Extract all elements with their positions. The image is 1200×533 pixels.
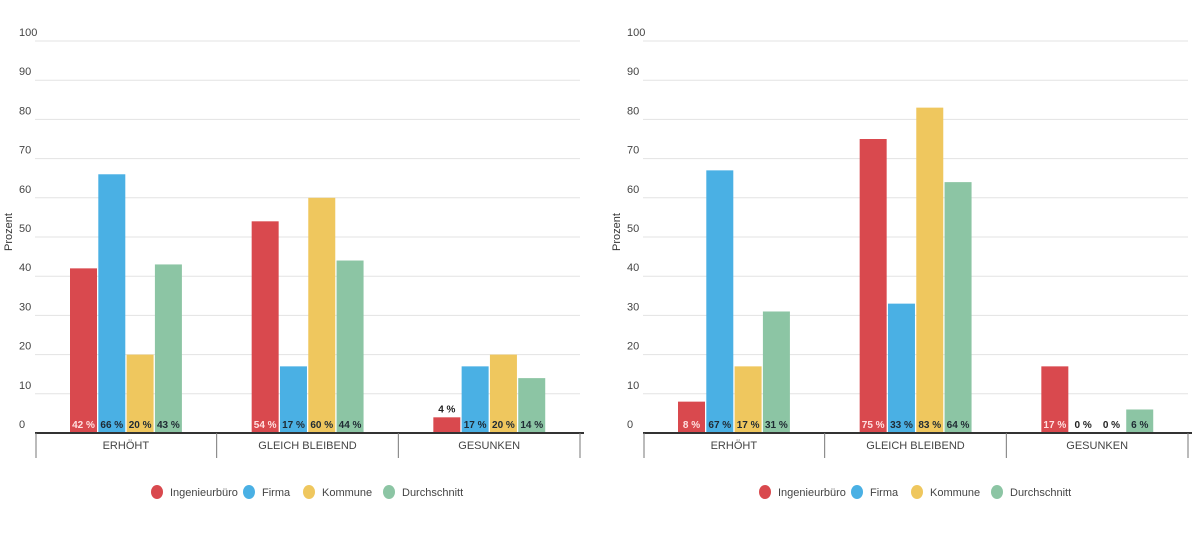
x-category-label: GESUNKEN [1066,440,1128,452]
data-label: 54 % [254,420,277,431]
legend: Ingenieurbüro Firma Kommune Durchschnitt [151,485,463,499]
bar [279,366,307,433]
data-label: 83 % [918,420,941,431]
bar [762,311,790,433]
y-tick-label: 10 [19,380,31,392]
bar [734,366,762,433]
y-tick-label: 80 [19,105,31,117]
legend-marker [243,485,255,499]
legend-marker [991,485,1003,499]
y-tick-label: 30 [19,301,31,313]
legend-label: Ingenieurbüro [778,487,846,499]
bar [678,401,705,433]
bar [308,197,336,433]
data-label: 6 % [1131,420,1148,431]
legend-marker [383,485,395,499]
data-label: 67 % [708,420,731,431]
chart-1: 0 10 20 30 40 50 60 70 80 90 100 Prozent 42 % 66 % 20 … [3,27,584,499]
legend-marker [851,485,863,499]
y-tick-label: 100 [19,27,37,39]
data-label: 8 % [683,420,700,431]
y-tick-label: 20 [627,341,639,353]
legend-marker [911,485,923,499]
data-label: 43 % [157,420,180,431]
data-label: 44 % [339,420,362,431]
y-axis-title: Prozent [611,213,623,251]
data-label: 75 % [862,420,885,431]
y-tick-label: 70 [19,145,31,157]
bar [887,303,915,433]
x-category-label: GLEICH BLEIBEND [258,440,356,452]
legend-label: Kommune [930,487,980,499]
bar [336,260,364,433]
bar [461,366,489,433]
bar [154,264,182,433]
bar [916,107,944,433]
legend-label: Firma [262,487,291,499]
bar [70,268,97,433]
legend-marker [151,485,163,499]
y-tick-label: 50 [19,223,31,235]
y-tick-label: 90 [627,66,639,78]
legend-label: Durchschnitt [1010,487,1071,499]
y-tick-label: 60 [627,184,639,196]
data-label: 17 % [737,420,760,431]
bar [126,354,154,433]
y-tick-label: 0 [19,419,25,431]
data-label: 42 % [72,420,95,431]
y-tick-label: 20 [19,341,31,353]
bar [518,378,546,433]
y-tick-label: 0 [627,419,633,431]
y-tick-label: 90 [19,66,31,78]
bar [1126,409,1154,433]
data-label: 4 % [438,404,455,415]
y-tick-label: 40 [19,262,31,274]
x-category-label: ERHÖHT [711,440,758,452]
legend-label: Ingenieurbüro [170,487,238,499]
data-label: 20 % [129,420,152,431]
bar [1041,366,1069,433]
data-label: 17 % [464,420,487,431]
y-tick-label: 30 [627,301,639,313]
x-category-label: ERHÖHT [103,440,150,452]
data-label: 33 % [890,420,913,431]
bar [489,354,517,433]
legend: Ingenieurbüro Firma Kommune Durchschnitt [759,485,1071,499]
x-category-label: GESUNKEN [458,440,520,452]
chart-2: 0 10 20 30 40 50 60 70 80 90 100 Prozent 8 % 67 % 17 %… [611,27,1192,499]
y-tick-label: 80 [627,105,639,117]
bar [944,182,972,433]
y-tick-label: 60 [19,184,31,196]
legend-label: Durchschnitt [402,487,463,499]
legend-marker [759,485,771,499]
data-label: 14 % [520,420,543,431]
data-label: 60 % [310,420,333,431]
legend-label: Firma [870,487,899,499]
data-label: 20 % [492,420,515,431]
y-tick-label: 70 [627,145,639,157]
bar [706,170,734,434]
data-label: 31 % [765,420,788,431]
data-label: 17 % [1043,420,1066,431]
data-label: 64 % [947,420,970,431]
y-tick-label: 40 [627,262,639,274]
bar [433,417,461,433]
data-label: 17 % [282,420,305,431]
data-label: 0 % [1075,420,1092,431]
data-label: 0 % [1103,420,1120,431]
legend-marker [303,485,315,499]
data-label: 66 % [100,420,123,431]
legend-label: Kommune [322,487,372,499]
y-tick-label: 100 [627,27,645,39]
x-category-label: GLEICH BLEIBEND [866,440,964,452]
y-tick-label: 50 [627,223,639,235]
bar [859,139,887,433]
y-tick-label: 10 [627,380,639,392]
bar [98,174,126,433]
y-axis-title: Prozent [3,213,15,251]
bar [251,221,279,433]
